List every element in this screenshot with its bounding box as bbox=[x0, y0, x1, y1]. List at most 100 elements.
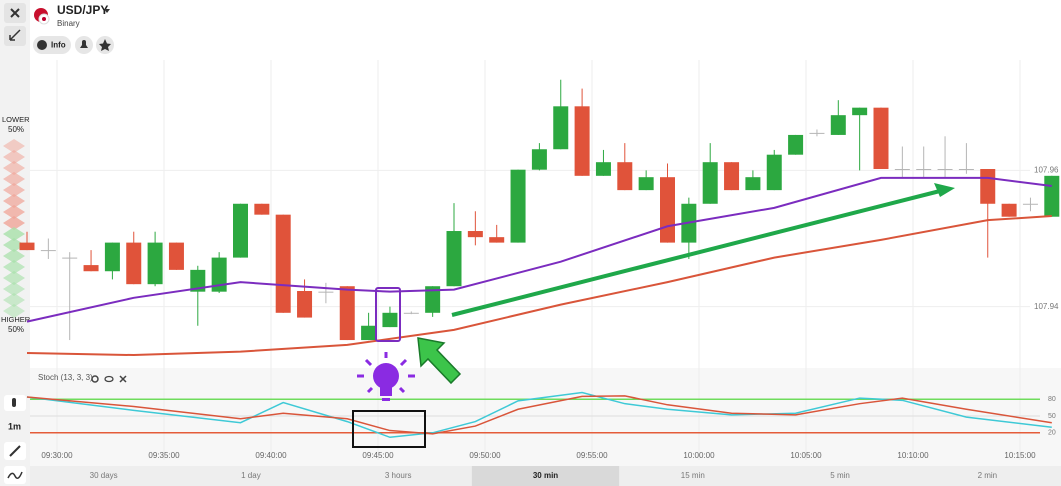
period-active bbox=[471, 466, 620, 486]
period-option[interactable]: 30 days bbox=[90, 471, 118, 480]
volume-icon bbox=[12, 398, 16, 407]
candle-body bbox=[297, 290, 313, 318]
stoch-panel-bg bbox=[30, 368, 1061, 466]
sentiment-bar bbox=[3, 139, 25, 318]
candle-body bbox=[510, 169, 526, 243]
sentiment-diamond bbox=[3, 150, 25, 164]
candle-body bbox=[958, 169, 974, 171]
candle-body bbox=[788, 134, 804, 155]
sentiment-diamond bbox=[3, 227, 25, 241]
pencil-icon bbox=[9, 445, 21, 457]
candle-body bbox=[852, 107, 868, 116]
candle-body bbox=[1022, 203, 1038, 205]
x-tick-label: 09:30:00 bbox=[41, 451, 73, 460]
x-tick-label: 09:50:00 bbox=[469, 451, 501, 460]
period-option[interactable]: 3 hours bbox=[385, 471, 412, 480]
remove-icon[interactable] bbox=[119, 375, 127, 383]
dropdown-icon[interactable] bbox=[104, 9, 110, 13]
stoch-line bbox=[26, 395, 1052, 435]
x-tick-label: 09:45:00 bbox=[362, 451, 394, 460]
flag-icon bbox=[42, 17, 46, 21]
candle-body bbox=[126, 242, 142, 285]
candle-body bbox=[83, 265, 99, 272]
candle-body bbox=[361, 325, 377, 341]
higher-pct: 50% bbox=[8, 325, 24, 334]
candle-body bbox=[595, 162, 611, 176]
sentiment-diamond bbox=[3, 183, 25, 197]
highlight-box bbox=[352, 410, 426, 448]
period-option[interactable]: 15 min bbox=[681, 471, 705, 480]
star-icon bbox=[99, 39, 111, 51]
signal-arrow bbox=[417, 337, 462, 385]
candle-body bbox=[1044, 175, 1060, 217]
candle-body bbox=[339, 286, 355, 341]
y-tick-label: 50 bbox=[1048, 413, 1056, 420]
candle-body bbox=[425, 286, 441, 313]
sentiment-diamond bbox=[3, 161, 25, 175]
x-tick-label: 10:00:00 bbox=[683, 451, 715, 460]
indicator-title: Stoch (13, 3, 3) bbox=[38, 373, 93, 382]
stoch-line bbox=[26, 391, 1052, 439]
lightbulb-icon bbox=[357, 352, 415, 401]
period-option[interactable]: 1 day bbox=[241, 471, 261, 480]
candle-body bbox=[724, 162, 740, 191]
x-tick-label: 09:35:00 bbox=[148, 451, 180, 460]
trend-arrow-head bbox=[934, 183, 955, 197]
sentiment-diamond bbox=[3, 216, 25, 230]
collapse-icon bbox=[9, 29, 21, 41]
candle-body bbox=[638, 177, 654, 191]
sentiment-diamond bbox=[3, 194, 25, 208]
candle-body bbox=[830, 115, 846, 135]
candle-body bbox=[190, 269, 206, 292]
candle-body bbox=[382, 312, 398, 328]
period-option[interactable]: 2 min bbox=[978, 471, 998, 480]
candle-body bbox=[553, 106, 569, 150]
visibility-icon[interactable] bbox=[104, 375, 114, 383]
info-label[interactable]: Info bbox=[51, 41, 66, 50]
info-icon bbox=[37, 40, 47, 50]
market: Binary bbox=[57, 19, 80, 28]
bell-icon bbox=[80, 40, 88, 48]
sentiment-diamond bbox=[3, 260, 25, 274]
period-option[interactable]: 5 min bbox=[830, 471, 850, 480]
moving-average bbox=[26, 176, 1052, 323]
candle-body bbox=[168, 242, 184, 270]
y-tick-label: 80 bbox=[1048, 396, 1056, 403]
y-tick-label: 107.96 bbox=[1034, 165, 1059, 174]
sentiment-diamond bbox=[3, 271, 25, 285]
x-tick-label: 09:55:00 bbox=[576, 451, 608, 460]
lower-label: LOWER bbox=[2, 115, 30, 124]
sentiment-diamond bbox=[3, 205, 25, 219]
candle-body bbox=[809, 132, 825, 134]
candle-body bbox=[147, 242, 163, 285]
higher-label: HIGHER bbox=[1, 315, 31, 324]
candle-body bbox=[275, 214, 291, 313]
candle-body bbox=[211, 257, 227, 292]
x-tick-label: 10:05:00 bbox=[790, 451, 822, 460]
trend-arrow bbox=[451, 189, 941, 317]
candle-body bbox=[916, 169, 932, 171]
grid: 09:30:00 09:35:00 09:40:00 09:45:00 09:50:00… bbox=[30, 60, 1059, 460]
candle-body bbox=[873, 107, 889, 170]
highlight-box bbox=[375, 287, 401, 342]
sentiment-diamond bbox=[3, 249, 25, 263]
plot: 20 50 80 bbox=[19, 79, 1060, 439]
sentiment-diamond bbox=[3, 304, 25, 318]
candle-body bbox=[531, 149, 547, 170]
candle-body bbox=[403, 312, 419, 314]
candle-body bbox=[766, 154, 782, 191]
timeframe[interactable]: 1m bbox=[8, 421, 21, 431]
indicator-icon bbox=[7, 471, 23, 479]
x-tick-label: 10:15:00 bbox=[1004, 451, 1036, 460]
candle-body bbox=[19, 242, 35, 251]
settings-icon[interactable] bbox=[91, 375, 99, 383]
x-tick-label: 09:40:00 bbox=[255, 451, 287, 460]
symbol[interactable]: USD/JPY bbox=[57, 3, 108, 17]
lower-pct: 50% bbox=[8, 125, 24, 134]
candle-body bbox=[40, 250, 56, 252]
close-icon bbox=[10, 8, 20, 18]
period-option[interactable]: 30 min bbox=[533, 471, 558, 480]
candle-body bbox=[254, 203, 270, 215]
